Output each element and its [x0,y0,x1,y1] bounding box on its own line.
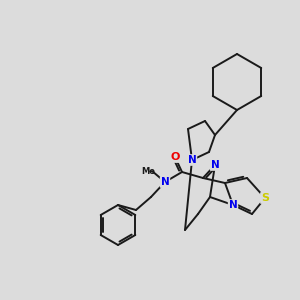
Text: N: N [229,200,237,210]
Text: S: S [261,193,269,203]
Text: N: N [211,160,219,170]
Text: O: O [170,152,180,162]
Text: N: N [160,177,169,187]
Text: Me: Me [141,167,155,176]
Text: N: N [188,155,196,165]
